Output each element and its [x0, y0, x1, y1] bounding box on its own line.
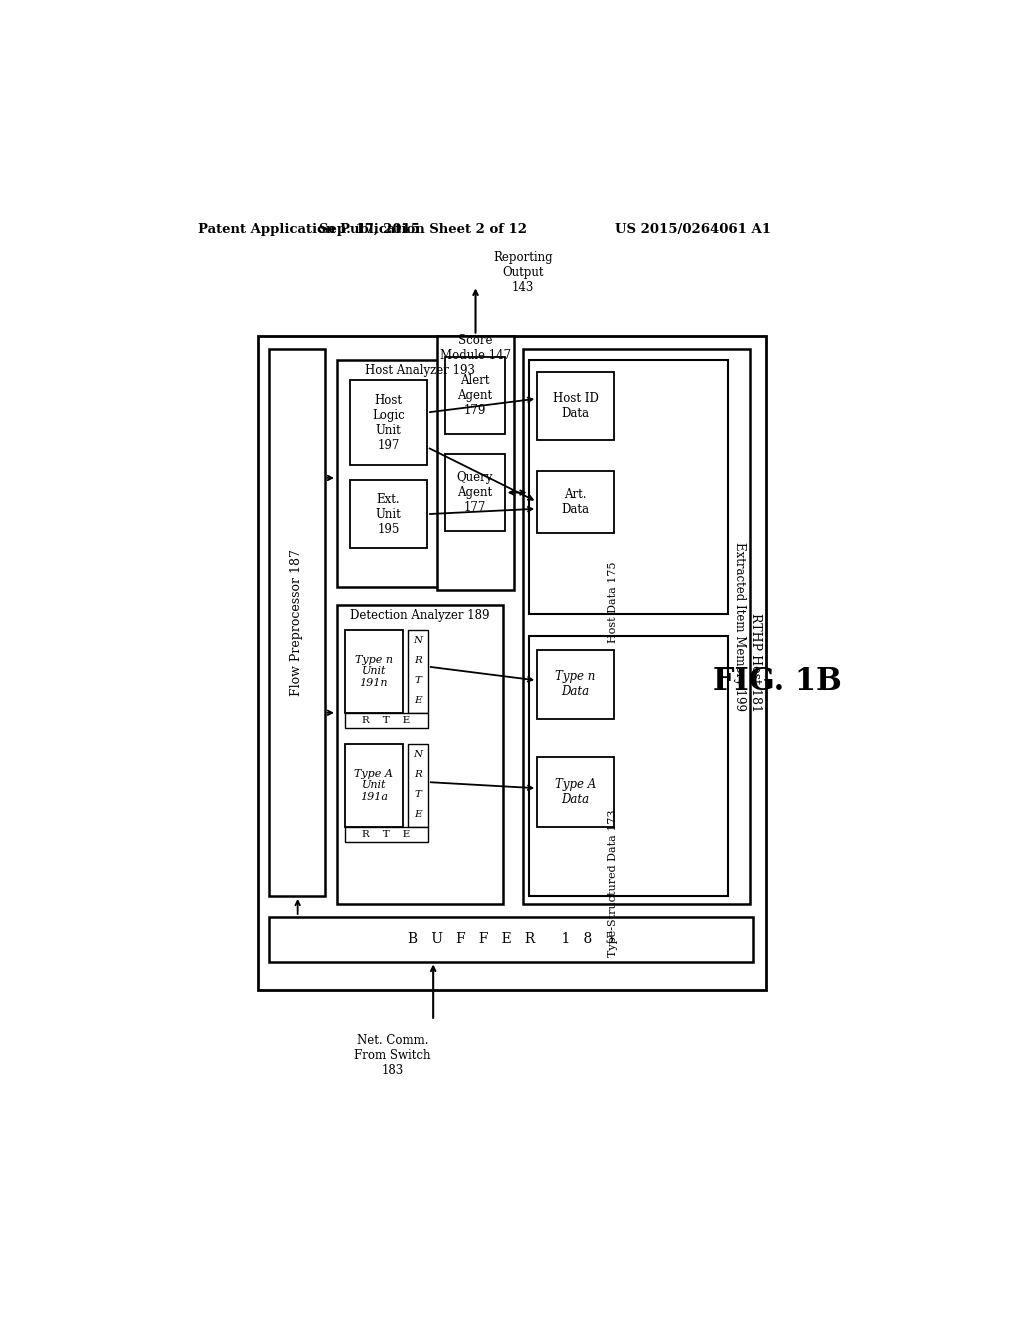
Bar	[408, 743, 428, 826]
Text: R    T    E: R T E	[362, 715, 411, 725]
Text: T: T	[415, 789, 421, 799]
Text: R: R	[414, 770, 422, 779]
Text: E: E	[414, 696, 422, 705]
Text: FIG. 1B: FIG. 1B	[713, 667, 842, 697]
Text: B   U   F   F   E   R      1   8   5: B U F F E R 1 8 5	[408, 932, 614, 946]
Text: Type-Structured Data 173: Type-Structured Data 173	[608, 810, 618, 957]
Text: Alert
Agent
179: Alert Agent 179	[457, 374, 493, 417]
Text: Ext.
Unit
195: Ext. Unit 195	[376, 492, 401, 536]
Text: Type A
Data: Type A Data	[555, 777, 596, 807]
Text: RTHP Host 181: RTHP Host 181	[749, 614, 762, 713]
Bar	[350, 380, 427, 465]
Text: Host Data 175: Host Data 175	[608, 561, 618, 643]
Bar	[345, 630, 403, 713]
Bar	[269, 350, 325, 896]
Bar	[444, 454, 505, 531]
Text: Score
Module 147: Score Module 147	[440, 334, 511, 362]
Text: Type n
Unit
191n: Type n Unit 191n	[355, 655, 393, 688]
Text: Art.
Data: Art. Data	[561, 488, 590, 516]
Text: E: E	[414, 810, 422, 818]
Text: Host
Logic
Unit
197: Host Logic Unit 197	[372, 393, 404, 451]
Text: Net. Comm.
From Switch
183: Net. Comm. From Switch 183	[354, 1034, 431, 1077]
Bar	[345, 743, 403, 826]
Bar	[529, 636, 728, 896]
Bar	[258, 335, 766, 990]
Text: Type A
Unit
191a: Type A Unit 191a	[354, 768, 393, 801]
Text: Host ID
Data: Host ID Data	[553, 392, 599, 420]
Text: Flow Preprocessor 187: Flow Preprocessor 187	[291, 549, 303, 696]
Bar	[437, 335, 514, 590]
Text: Host Analyzer 193: Host Analyzer 193	[366, 364, 475, 378]
Text: N: N	[414, 636, 422, 645]
Bar	[269, 917, 753, 961]
Text: Detection Analyzer 189: Detection Analyzer 189	[350, 610, 489, 622]
Bar	[538, 372, 614, 441]
Bar	[538, 758, 614, 826]
Bar	[444, 358, 505, 434]
Text: Sep. 17, 2015  Sheet 2 of 12: Sep. 17, 2015 Sheet 2 of 12	[319, 223, 527, 236]
Text: N: N	[414, 750, 422, 759]
Bar	[408, 630, 428, 713]
Bar	[538, 471, 614, 532]
Text: R    T    E: R T E	[362, 830, 411, 840]
Bar	[345, 713, 428, 729]
Text: R: R	[414, 656, 422, 665]
Bar	[337, 605, 503, 904]
Text: Extracted Item Memory 199: Extracted Item Memory 199	[733, 543, 746, 711]
Bar	[337, 360, 503, 587]
Text: Type n
Data: Type n Data	[555, 671, 596, 698]
Text: T: T	[415, 676, 421, 685]
Bar	[345, 826, 428, 842]
Bar	[523, 350, 751, 904]
Text: Query
Agent
177: Query Agent 177	[457, 471, 493, 513]
Text: Patent Application Publication: Patent Application Publication	[199, 223, 425, 236]
Text: Reporting
Output
143: Reporting Output 143	[494, 251, 553, 294]
Bar	[529, 360, 728, 614]
Bar	[538, 649, 614, 719]
Bar	[350, 480, 427, 548]
Text: US 2015/0264061 A1: US 2015/0264061 A1	[614, 223, 771, 236]
